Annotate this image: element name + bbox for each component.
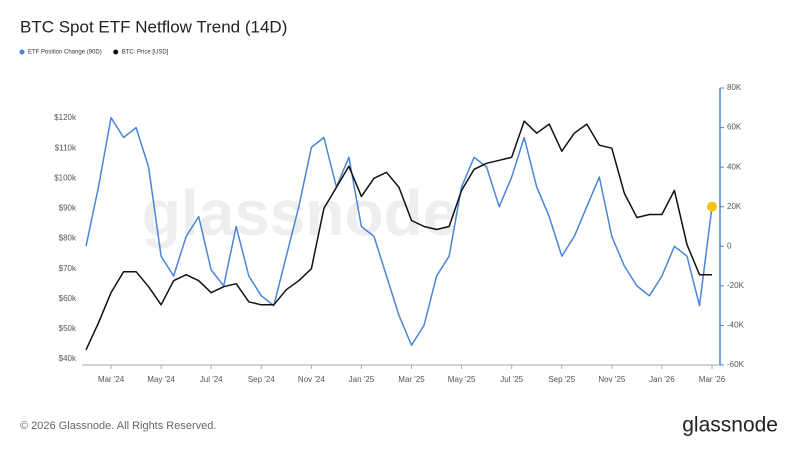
x-tick-label: Mar '25 [398, 375, 425, 384]
y2-tick-label: 40K [727, 162, 742, 171]
legend-label: BTC: Price [USD] [122, 50, 169, 56]
y2-tick-label: 80K [727, 83, 742, 92]
y-tick-label: $40k [59, 354, 77, 363]
footer: © 2026 Glassnode. All Rights Reserved. [20, 420, 216, 432]
x-tick-label: May '25 [448, 375, 476, 384]
x-tick-label: Sep '25 [548, 375, 575, 384]
y-tick-label: $60k [59, 294, 77, 303]
y2-tick-label: -60K [727, 360, 745, 369]
end-marker [707, 201, 717, 212]
y-tick-label: $110k [55, 143, 77, 152]
x-tick-label: Mar '26 [699, 375, 726, 384]
logo: glassnode [682, 414, 778, 437]
y-tick-label: $70k [59, 264, 77, 273]
legend-marker [113, 49, 119, 55]
y-tick-label: $80k [59, 234, 77, 243]
y2-tick-label: 0 [727, 241, 732, 250]
x-tick-label: Nov '24 [298, 375, 325, 384]
series-line [85, 120, 712, 351]
x-tick-label: Jul '25 [500, 375, 523, 384]
x-tick-label: Jan '26 [649, 375, 675, 384]
x-tick-label: Jul '24 [200, 375, 223, 384]
x-tick-label: May '24 [147, 375, 175, 384]
legend-label: ETF Position Change (90D) [28, 50, 102, 56]
x-tick-label: Nov '25 [598, 375, 625, 384]
y-tick-label: $90k [59, 204, 77, 213]
y2-tick-label: 20K [727, 202, 742, 211]
y-tick-label: $120k [54, 113, 77, 122]
legend-marker [19, 49, 25, 55]
x-tick-label: Jan '25 [349, 375, 375, 384]
y2-tick-label: 60K [727, 123, 742, 132]
x-tick-label: Mar '24 [98, 375, 125, 384]
y-tick-label: $100k [54, 173, 77, 182]
x-tick-label: Sep '24 [248, 375, 275, 384]
series-line [85, 116, 713, 346]
chart-title: BTC Spot ETF Netflow Trend (14D) [20, 17, 287, 36]
y2-tick-label: -40K [727, 321, 745, 330]
y2-tick-label: -20K [727, 281, 745, 290]
watermark: glassnode [142, 177, 459, 249]
y-tick-label: $50k [59, 324, 77, 333]
